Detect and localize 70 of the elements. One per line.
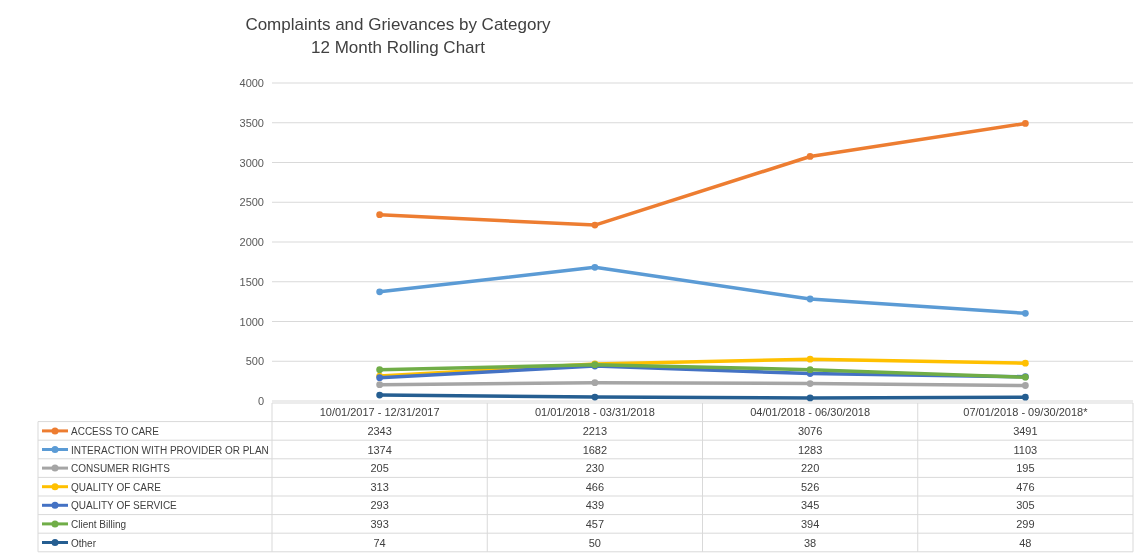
legend-label: INTERACTION WITH PROVIDER OR PLAN — [71, 444, 269, 456]
data-label: 476 — [1016, 480, 1035, 493]
data-label: 1374 — [367, 443, 392, 456]
point — [806, 394, 814, 402]
data-label: 299 — [1016, 517, 1035, 530]
chart-title: Complaints and Grievances by Category — [245, 15, 552, 34]
point — [806, 355, 814, 363]
data-label: 526 — [800, 480, 820, 493]
y-tick-label: 500 — [245, 355, 264, 368]
y-tick-label: 1500 — [239, 275, 264, 288]
x-tick-label: 10/01/2017 - 12/31/2017 — [319, 406, 440, 419]
point — [376, 366, 384, 374]
data-label: 195 — [1016, 462, 1035, 475]
data-label: 2213 — [582, 424, 608, 437]
data-label: 293 — [370, 499, 389, 512]
data-label: 439 — [585, 499, 605, 512]
point — [376, 391, 384, 399]
y-tick-label: 3500 — [239, 116, 264, 129]
point — [1021, 359, 1029, 367]
point — [376, 381, 384, 389]
data-label: 48 — [1019, 536, 1032, 549]
data-label: 220 — [800, 462, 820, 475]
y-tick-label: 0 — [257, 395, 264, 408]
point — [376, 288, 384, 296]
point — [1021, 120, 1029, 127]
data-label: 230 — [585, 462, 605, 475]
data-label: 3076 — [797, 424, 823, 437]
data-label: 74 — [373, 536, 386, 549]
data-label: 466 — [585, 480, 605, 493]
legend-label: QUALITY OF CARE — [71, 481, 162, 493]
y-tick-label: 2000 — [239, 236, 264, 249]
data-label: 1103 — [1013, 443, 1038, 456]
legend-label: Other — [71, 537, 97, 549]
legend-label: QUALITY OF SERVICE — [71, 500, 178, 512]
y-tick-label: 4000 — [239, 77, 264, 90]
legend-label: Client Billing — [71, 518, 127, 530]
point — [591, 393, 599, 401]
point — [1021, 382, 1029, 389]
chart-subtitle: 12 Month Rolling Chart — [311, 38, 486, 57]
legend-label: CONSUMER RIGHTS — [71, 463, 171, 475]
data-label: 345 — [800, 499, 820, 512]
point — [591, 379, 599, 387]
data-label: 1682 — [582, 443, 608, 456]
y-tick-label: 3000 — [239, 156, 264, 169]
point — [1021, 393, 1029, 401]
point — [376, 211, 384, 219]
data-label: 50 — [588, 536, 601, 549]
point — [806, 153, 814, 160]
point — [806, 380, 814, 387]
x-tick-label: 04/01/2018 - 06/30/2018 — [750, 406, 871, 419]
data-label: 38 — [804, 536, 817, 549]
x-tick-label: 07/01/2018 - 09/30/2018* — [963, 406, 1089, 419]
data-label: 393 — [370, 517, 389, 530]
x-tick-label: 01/01/2018 - 03/31/2018 — [534, 406, 655, 419]
point — [806, 295, 814, 303]
point — [591, 221, 599, 229]
data-label: 2343 — [367, 424, 392, 437]
data-label: 457 — [585, 517, 605, 530]
point — [1021, 309, 1029, 317]
point — [806, 366, 814, 374]
data-label: 3491 — [1013, 424, 1038, 437]
point — [591, 263, 599, 271]
data-label: 1283 — [797, 443, 823, 456]
data-label: 305 — [1016, 499, 1035, 512]
y-tick-label: 2500 — [239, 196, 264, 209]
data-label: 205 — [370, 462, 389, 475]
y-tick-label: 1000 — [239, 315, 264, 328]
data-label: 394 — [800, 517, 820, 530]
legend-label: ACCESS TO CARE — [71, 425, 160, 437]
data-label: 313 — [370, 480, 389, 493]
